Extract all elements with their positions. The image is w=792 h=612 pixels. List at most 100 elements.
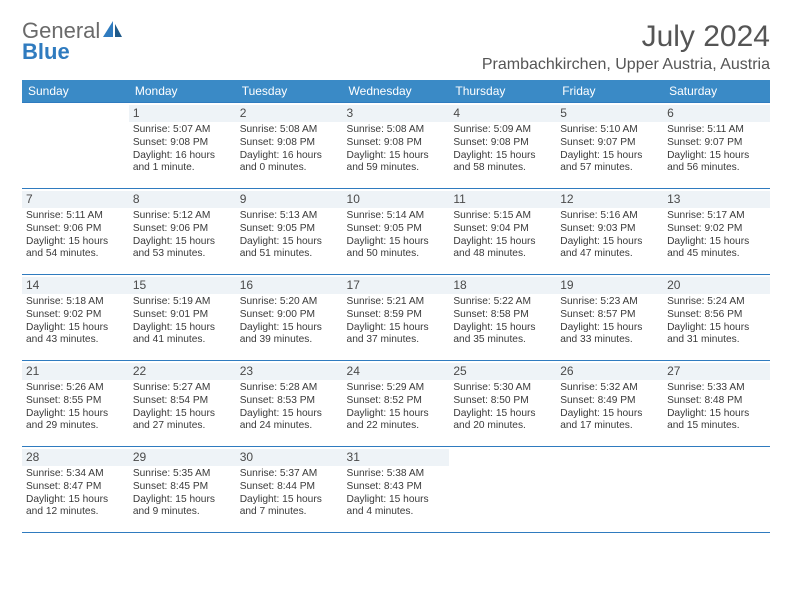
day-header: Sunday: [22, 80, 129, 103]
calendar-cell: 13 Sunrise: 5:17 AMSunset: 9:02 PMDayligh…: [663, 189, 770, 275]
calendar-cell: 25 Sunrise: 5:30 AMSunset: 8:50 PMDayligh…: [449, 361, 556, 447]
calendar-cell: 14 Sunrise: 5:18 AMSunset: 9:02 PMDayligh…: [22, 275, 129, 361]
day-details: Sunrise: 5:11 AMSunset: 9:07 PMDaylight:…: [667, 124, 766, 175]
calendar-cell: 20 Sunrise: 5:24 AMSunset: 8:56 PMDayligh…: [663, 275, 770, 361]
day-details: Sunrise: 5:18 AMSunset: 9:02 PMDaylight:…: [26, 296, 125, 347]
day-number: 18: [449, 277, 556, 294]
day-number: 28: [22, 449, 129, 466]
day-number: 25: [449, 363, 556, 380]
day-number: 31: [343, 449, 450, 466]
calendar-cell: 5 Sunrise: 5:10 AMSunset: 9:07 PMDaylight…: [556, 103, 663, 189]
day-number: 27: [663, 363, 770, 380]
day-number: 30: [236, 449, 343, 466]
header: General Blue July 2024 Prambachkirchen, …: [22, 20, 770, 74]
day-details: Sunrise: 5:33 AMSunset: 8:48 PMDaylight:…: [667, 382, 766, 433]
day-details: Sunrise: 5:13 AMSunset: 9:05 PMDaylight:…: [240, 210, 339, 261]
calendar-header-row: SundayMondayTuesdayWednesdayThursdayFrid…: [22, 80, 770, 103]
day-number: 22: [129, 363, 236, 380]
day-number: 13: [663, 191, 770, 208]
calendar-table: SundayMondayTuesdayWednesdayThursdayFrid…: [22, 80, 770, 533]
day-number: 11: [449, 191, 556, 208]
day-header: Tuesday: [236, 80, 343, 103]
calendar-cell: [22, 103, 129, 189]
day-details: Sunrise: 5:35 AMSunset: 8:45 PMDaylight:…: [133, 468, 232, 519]
day-number: 5: [556, 105, 663, 122]
calendar-cell: 11 Sunrise: 5:15 AMSunset: 9:04 PMDayligh…: [449, 189, 556, 275]
day-details: Sunrise: 5:34 AMSunset: 8:47 PMDaylight:…: [26, 468, 125, 519]
calendar-cell: 18 Sunrise: 5:22 AMSunset: 8:58 PMDayligh…: [449, 275, 556, 361]
day-details: Sunrise: 5:11 AMSunset: 9:06 PMDaylight:…: [26, 210, 125, 261]
day-number: 1: [129, 105, 236, 122]
calendar-cell: 29Sunrise: 5:35 AMSunset: 8:45 PMDayligh…: [129, 447, 236, 533]
calendar-cell: 3 Sunrise: 5:08 AMSunset: 9:08 PMDaylight…: [343, 103, 450, 189]
day-number: 23: [236, 363, 343, 380]
day-details: Sunrise: 5:07 AMSunset: 9:08 PMDaylight:…: [133, 124, 232, 175]
calendar-cell: 21Sunrise: 5:26 AMSunset: 8:55 PMDayligh…: [22, 361, 129, 447]
calendar-week-row: 7Sunrise: 5:11 AMSunset: 9:06 PMDaylight…: [22, 189, 770, 275]
calendar-cell: 12 Sunrise: 5:16 AMSunset: 9:03 PMDayligh…: [556, 189, 663, 275]
day-details: Sunrise: 5:16 AMSunset: 9:03 PMDaylight:…: [560, 210, 659, 261]
day-number: 10: [343, 191, 450, 208]
day-number: 24: [343, 363, 450, 380]
calendar-cell: 31Sunrise: 5:38 AMSunset: 8:43 PMDayligh…: [343, 447, 450, 533]
calendar-cell: 9 Sunrise: 5:13 AMSunset: 9:05 PMDaylight…: [236, 189, 343, 275]
calendar-week-row: 1 Sunrise: 5:07 AMSunset: 9:08 PMDaylight…: [22, 103, 770, 189]
day-header: Wednesday: [343, 80, 450, 103]
logo: General Blue: [22, 20, 124, 63]
day-details: Sunrise: 5:23 AMSunset: 8:57 PMDaylight:…: [560, 296, 659, 347]
day-details: Sunrise: 5:20 AMSunset: 9:00 PMDaylight:…: [240, 296, 339, 347]
day-details: Sunrise: 5:08 AMSunset: 9:08 PMDaylight:…: [347, 124, 446, 175]
calendar-cell: 28 Sunrise: 5:34 AMSunset: 8:47 PMDayligh…: [22, 447, 129, 533]
calendar-cell: 19Sunrise: 5:23 AMSunset: 8:57 PMDayligh…: [556, 275, 663, 361]
calendar-week-row: 28 Sunrise: 5:34 AMSunset: 8:47 PMDayligh…: [22, 447, 770, 533]
calendar-cell: 10 Sunrise: 5:14 AMSunset: 9:05 PMDayligh…: [343, 189, 450, 275]
day-number: 6: [663, 105, 770, 122]
day-details: Sunrise: 5:22 AMSunset: 8:58 PMDaylight:…: [453, 296, 552, 347]
day-header: Saturday: [663, 80, 770, 103]
calendar-cell: 23 Sunrise: 5:28 AMSunset: 8:53 PMDayligh…: [236, 361, 343, 447]
day-number: 26: [556, 363, 663, 380]
day-details: Sunrise: 5:08 AMSunset: 9:08 PMDaylight:…: [240, 124, 339, 175]
day-details: Sunrise: 5:28 AMSunset: 8:53 PMDaylight:…: [240, 382, 339, 433]
calendar-cell: 17Sunrise: 5:21 AMSunset: 8:59 PMDayligh…: [343, 275, 450, 361]
day-number: 20: [663, 277, 770, 294]
day-details: Sunrise: 5:14 AMSunset: 9:05 PMDaylight:…: [347, 210, 446, 261]
day-number: 3: [343, 105, 450, 122]
day-number: 17: [343, 277, 450, 294]
day-header: Friday: [556, 80, 663, 103]
day-details: Sunrise: 5:10 AMSunset: 9:07 PMDaylight:…: [560, 124, 659, 175]
day-details: Sunrise: 5:27 AMSunset: 8:54 PMDaylight:…: [133, 382, 232, 433]
calendar-cell: 22 Sunrise: 5:27 AMSunset: 8:54 PMDayligh…: [129, 361, 236, 447]
day-number: 8: [129, 191, 236, 208]
day-details: Sunrise: 5:30 AMSunset: 8:50 PMDaylight:…: [453, 382, 552, 433]
day-number: 2: [236, 105, 343, 122]
day-number: 21: [22, 363, 129, 380]
day-details: Sunrise: 5:17 AMSunset: 9:02 PMDaylight:…: [667, 210, 766, 261]
day-details: Sunrise: 5:24 AMSunset: 8:56 PMDaylight:…: [667, 296, 766, 347]
day-number: 12: [556, 191, 663, 208]
day-number: 14: [22, 277, 129, 294]
day-details: Sunrise: 5:32 AMSunset: 8:49 PMDaylight:…: [560, 382, 659, 433]
calendar-cell: 26 Sunrise: 5:32 AMSunset: 8:49 PMDayligh…: [556, 361, 663, 447]
day-number: 9: [236, 191, 343, 208]
day-details: Sunrise: 5:09 AMSunset: 9:08 PMDaylight:…: [453, 124, 552, 175]
calendar-cell: [449, 447, 556, 533]
calendar-cell: 8Sunrise: 5:12 AMSunset: 9:06 PMDaylight…: [129, 189, 236, 275]
calendar-cell: 7Sunrise: 5:11 AMSunset: 9:06 PMDaylight…: [22, 189, 129, 275]
day-details: Sunrise: 5:15 AMSunset: 9:04 PMDaylight:…: [453, 210, 552, 261]
calendar-cell: 30 Sunrise: 5:37 AMSunset: 8:44 PMDayligh…: [236, 447, 343, 533]
calendar-week-row: 21Sunrise: 5:26 AMSunset: 8:55 PMDayligh…: [22, 361, 770, 447]
calendar-cell: 2 Sunrise: 5:08 AMSunset: 9:08 PMDaylight…: [236, 103, 343, 189]
logo-text-blue: Blue: [22, 42, 124, 63]
day-number: 4: [449, 105, 556, 122]
calendar-cell: [663, 447, 770, 533]
day-header: Thursday: [449, 80, 556, 103]
calendar-cell: [556, 447, 663, 533]
day-header: Monday: [129, 80, 236, 103]
day-number: 15: [129, 277, 236, 294]
day-number: 16: [236, 277, 343, 294]
calendar-week-row: 14 Sunrise: 5:18 AMSunset: 9:02 PMDayligh…: [22, 275, 770, 361]
page-title: July 2024: [482, 20, 770, 54]
calendar-cell: 1 Sunrise: 5:07 AMSunset: 9:08 PMDaylight…: [129, 103, 236, 189]
day-details: Sunrise: 5:37 AMSunset: 8:44 PMDaylight:…: [240, 468, 339, 519]
